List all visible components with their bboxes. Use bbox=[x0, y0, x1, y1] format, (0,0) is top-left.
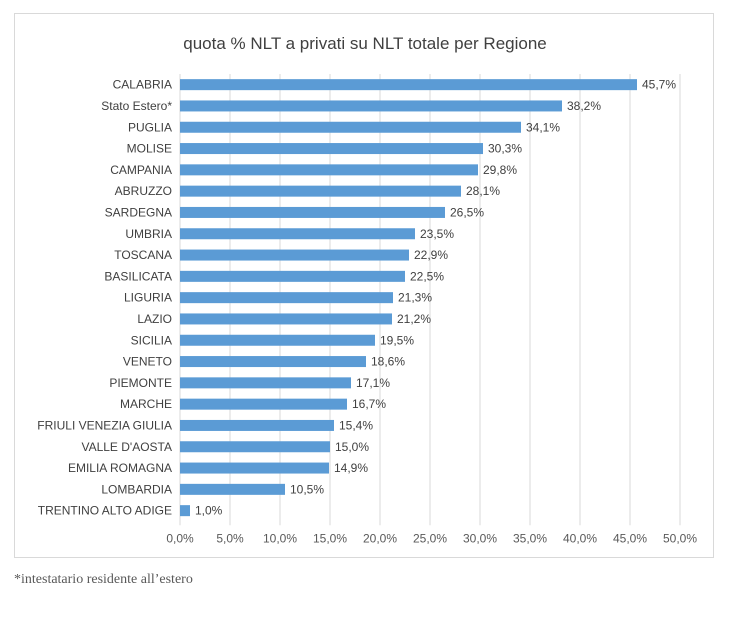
category-label: CAMPANIA bbox=[110, 163, 172, 177]
bar bbox=[180, 334, 375, 346]
data-label: 23,5% bbox=[420, 227, 454, 241]
x-tick-label: 25,0% bbox=[413, 531, 447, 545]
data-label: 26,5% bbox=[450, 205, 484, 219]
data-label: 16,7% bbox=[352, 397, 386, 411]
category-label: SICILIA bbox=[131, 333, 172, 347]
footnote: *intestatario residente all’estero bbox=[14, 572, 193, 587]
data-labels: 45,7% 38,2% 34,1% 30,3% 29,8% 28,1% 26,5% 23,5%… bbox=[195, 78, 676, 518]
category-label: PIEMONTE bbox=[109, 376, 172, 390]
bar bbox=[180, 462, 329, 474]
x-tick-label: 15,0% bbox=[313, 531, 347, 545]
data-label: 29,8% bbox=[483, 163, 517, 177]
bar bbox=[180, 505, 190, 517]
data-label: 10,5% bbox=[290, 482, 324, 496]
bar bbox=[180, 313, 392, 325]
category-label: UMBRIA bbox=[125, 227, 172, 241]
bars bbox=[180, 79, 637, 517]
category-label: PUGLIA bbox=[128, 120, 172, 134]
data-label: 1,0% bbox=[195, 504, 223, 518]
bar bbox=[180, 377, 351, 389]
category-label: LAZIO bbox=[137, 312, 172, 326]
bar bbox=[180, 206, 445, 218]
bar bbox=[180, 419, 334, 431]
bar bbox=[180, 121, 521, 133]
bar bbox=[180, 143, 483, 155]
data-label: 14,9% bbox=[334, 461, 368, 475]
bar bbox=[180, 483, 285, 495]
x-tick-label: 0,0% bbox=[166, 531, 194, 545]
category-label: CALABRIA bbox=[113, 78, 172, 92]
data-label: 18,6% bbox=[371, 355, 405, 369]
category-label: MARCHE bbox=[120, 397, 172, 411]
category-label: TRENTINO ALTO ADIGE bbox=[38, 504, 172, 518]
bar-chart: quota % NLT a privati su NLT totale per … bbox=[37, 34, 697, 545]
bar bbox=[180, 185, 461, 197]
x-tick-label: 30,0% bbox=[463, 531, 497, 545]
category-label: SARDEGNA bbox=[105, 205, 172, 219]
data-label: 22,9% bbox=[414, 248, 448, 262]
data-label: 22,5% bbox=[410, 269, 444, 283]
category-label: Stato Estero* bbox=[101, 99, 172, 113]
data-label: 21,2% bbox=[397, 312, 431, 326]
category-label: LIGURIA bbox=[124, 291, 172, 305]
category-label: TOSCANA bbox=[114, 248, 172, 262]
chart-frame: quota % NLT a privati su NLT totale per … bbox=[14, 13, 714, 558]
category-label: EMILIA ROMAGNA bbox=[68, 461, 172, 475]
bar bbox=[180, 292, 393, 304]
data-label: 15,4% bbox=[339, 418, 373, 432]
x-tick-label: 40,0% bbox=[563, 531, 597, 545]
category-label: ABRUZZO bbox=[115, 184, 172, 198]
bar bbox=[180, 356, 366, 368]
bar bbox=[180, 441, 330, 453]
bar bbox=[180, 164, 478, 176]
data-label: 30,3% bbox=[488, 142, 522, 156]
category-label: VALLE D'AOSTA bbox=[81, 440, 172, 454]
bar bbox=[180, 228, 415, 240]
category-label: VENETO bbox=[123, 355, 172, 369]
bar bbox=[180, 270, 405, 282]
bar bbox=[180, 100, 562, 112]
data-label: 38,2% bbox=[567, 99, 601, 113]
category-label: LOMBARDIA bbox=[101, 482, 172, 496]
category-label: FRIULI VENEZIA GIULIA bbox=[37, 418, 172, 432]
data-label: 15,0% bbox=[335, 440, 369, 454]
bar bbox=[180, 249, 409, 261]
x-tick-label: 5,0% bbox=[216, 531, 244, 545]
x-tick-label: 20,0% bbox=[363, 531, 397, 545]
x-tick-label: 10,0% bbox=[263, 531, 297, 545]
data-label: 21,3% bbox=[398, 291, 432, 305]
chart-title: quota % NLT a privati su NLT totale per … bbox=[183, 34, 547, 53]
category-label: MOLISE bbox=[127, 142, 172, 156]
data-label: 17,1% bbox=[356, 376, 390, 390]
x-tick-labels: 0,0% 5,0% 10,0% 15,0% 20,0% 25,0% 30,0% 35,0% 40… bbox=[166, 531, 697, 545]
x-tick-label: 45,0% bbox=[613, 531, 647, 545]
bar bbox=[180, 398, 347, 410]
data-label: 45,7% bbox=[642, 78, 676, 92]
data-label: 19,5% bbox=[380, 333, 414, 347]
x-tick-label: 35,0% bbox=[513, 531, 547, 545]
category-labels: CALABRIA Stato Estero* PUGLIA MOLISE CAMPANI… bbox=[37, 78, 172, 518]
data-label: 34,1% bbox=[526, 120, 560, 134]
data-label: 28,1% bbox=[466, 184, 500, 198]
bar bbox=[180, 79, 637, 91]
category-label: BASILICATA bbox=[104, 269, 172, 283]
x-tick-label: 50,0% bbox=[663, 531, 697, 545]
